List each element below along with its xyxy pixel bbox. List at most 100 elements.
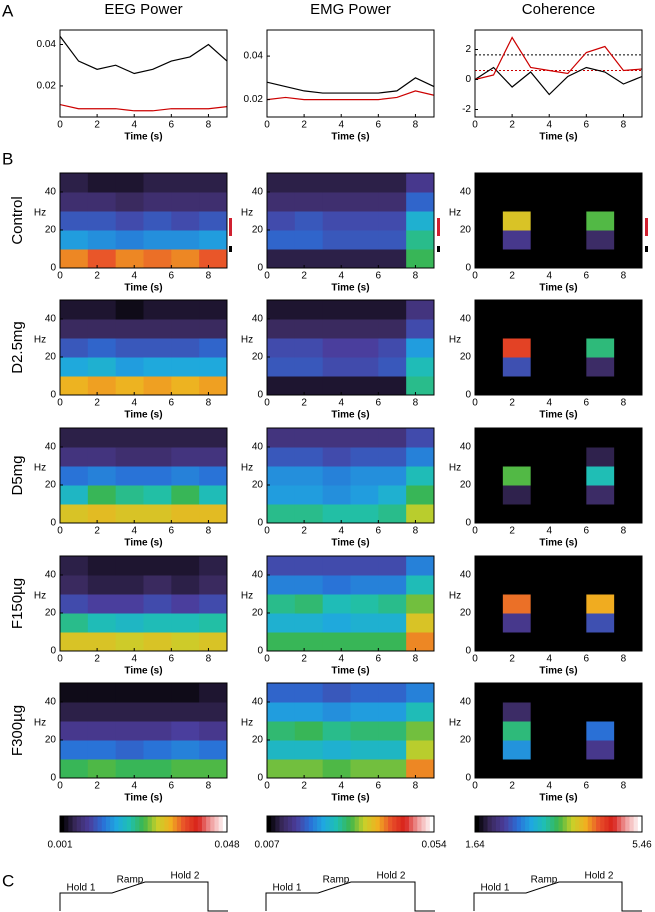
colorbar-swatch <box>201 816 207 832</box>
heat-cell <box>60 230 89 250</box>
heat-cell <box>171 211 200 231</box>
heat-cell <box>87 376 117 396</box>
y-tick-label: 0 <box>50 390 56 401</box>
heat-cell <box>171 683 200 703</box>
heat-cell <box>350 613 379 633</box>
heat-cell <box>558 721 587 741</box>
heat-cell <box>475 211 504 231</box>
x-tick-label: 2 <box>94 526 100 537</box>
heat-cell <box>614 230 643 250</box>
heat-cell <box>267 173 296 193</box>
heat-cell <box>171 300 200 320</box>
colorbar-swatch <box>475 816 480 832</box>
axis-box <box>266 427 435 524</box>
heat-cell <box>378 485 407 505</box>
heat-cell <box>378 594 407 614</box>
colorbar-swatch <box>371 816 377 832</box>
heat-cell <box>502 376 532 396</box>
heat-cell <box>502 632 532 652</box>
heat-cell <box>378 759 407 779</box>
heat-cell <box>586 556 615 576</box>
heat-cell <box>475 300 504 320</box>
y-tick-label: 40 <box>252 442 264 453</box>
heat-cell <box>530 192 559 212</box>
heat-cell <box>502 173 532 193</box>
heat-cell <box>171 613 200 633</box>
heat-cell <box>530 683 559 703</box>
y-tick-label: 20 <box>460 480 472 491</box>
x-tick-label: 0 <box>472 398 478 409</box>
colorbar-swatch <box>392 816 397 832</box>
heat-cell <box>350 721 379 741</box>
colorbar-swatch <box>139 816 144 832</box>
colorbar-box <box>474 815 643 833</box>
y-tick-label: 0 <box>465 646 471 657</box>
heat-cell <box>502 759 532 779</box>
colorbar-swatch <box>583 816 589 832</box>
heat-cell <box>143 740 172 760</box>
heat-cell <box>502 447 532 467</box>
colorbar-swatch <box>222 816 228 832</box>
heat-cell <box>294 683 324 703</box>
colorbar-swatch <box>214 816 220 832</box>
heat-cell <box>87 300 117 320</box>
heat-cell <box>60 447 89 467</box>
x-tick-label: 0 <box>57 398 63 409</box>
x-tick-label: 8 <box>413 398 419 409</box>
x-axis-label: Time (s) <box>539 410 577 421</box>
y-tick-label: 20 <box>45 352 57 363</box>
heat-cell <box>143 594 172 614</box>
marker-bar <box>229 246 232 252</box>
x-tick-label: 8 <box>206 120 212 131</box>
colorbar-swatch <box>483 816 489 832</box>
colorbar-swatch <box>408 816 414 832</box>
colorbar-swatch <box>600 816 605 832</box>
colorbar-max: 0.048 <box>214 840 239 851</box>
colorbar-swatch <box>520 816 526 832</box>
colorbar-swatch <box>292 816 297 832</box>
heat-cell <box>87 357 117 377</box>
heat-cell <box>614 504 643 524</box>
heat-cell <box>60 594 89 614</box>
heat-cell <box>530 740 559 760</box>
heat-cell <box>143 338 172 358</box>
colorbar-swatch <box>114 816 119 832</box>
heat-cell <box>87 504 117 524</box>
colorbar-swatch <box>287 816 293 832</box>
heat-cell <box>322 556 351 576</box>
x-tick-label: 8 <box>206 654 212 665</box>
x-axis-label: Time (s) <box>124 666 162 677</box>
y-axis-label: Hz <box>34 591 46 602</box>
colorbar-swatch <box>512 816 518 832</box>
heat-cell <box>502 357 532 377</box>
heat-cell <box>322 357 351 377</box>
x-tick-label: 2 <box>94 654 100 665</box>
heat-cell <box>87 721 117 741</box>
heat-cell <box>60 376 89 396</box>
heat-cell <box>614 702 643 722</box>
x-tick-label: 2 <box>94 271 100 282</box>
x-tick-label: 2 <box>509 398 515 409</box>
colorbar-swatch <box>417 816 422 832</box>
colorbar-swatch <box>596 816 601 832</box>
heat-cell <box>406 613 435 633</box>
x-axis-label: Time (s) <box>539 666 577 677</box>
y-tick-label: 40 <box>460 314 472 325</box>
heat-cell <box>115 319 144 339</box>
heat-cell <box>267 466 296 486</box>
colorbar-swatch <box>60 816 65 832</box>
heat-cell <box>322 192 351 212</box>
heat-cell <box>199 575 228 595</box>
y-tick-label: 40 <box>252 697 264 708</box>
heat-cell <box>530 300 559 320</box>
y-tick-label: 20 <box>45 735 57 746</box>
heat-cell <box>475 721 504 741</box>
heat-cell <box>322 740 351 760</box>
colorbar-swatch <box>554 816 559 832</box>
colorbar-swatch <box>616 816 622 832</box>
colorbar-swatch <box>279 816 285 832</box>
colorbar-swatch <box>342 816 347 832</box>
heat-cell <box>294 721 324 741</box>
heat-cell <box>60 338 89 358</box>
x-tick-label: 0 <box>264 398 270 409</box>
